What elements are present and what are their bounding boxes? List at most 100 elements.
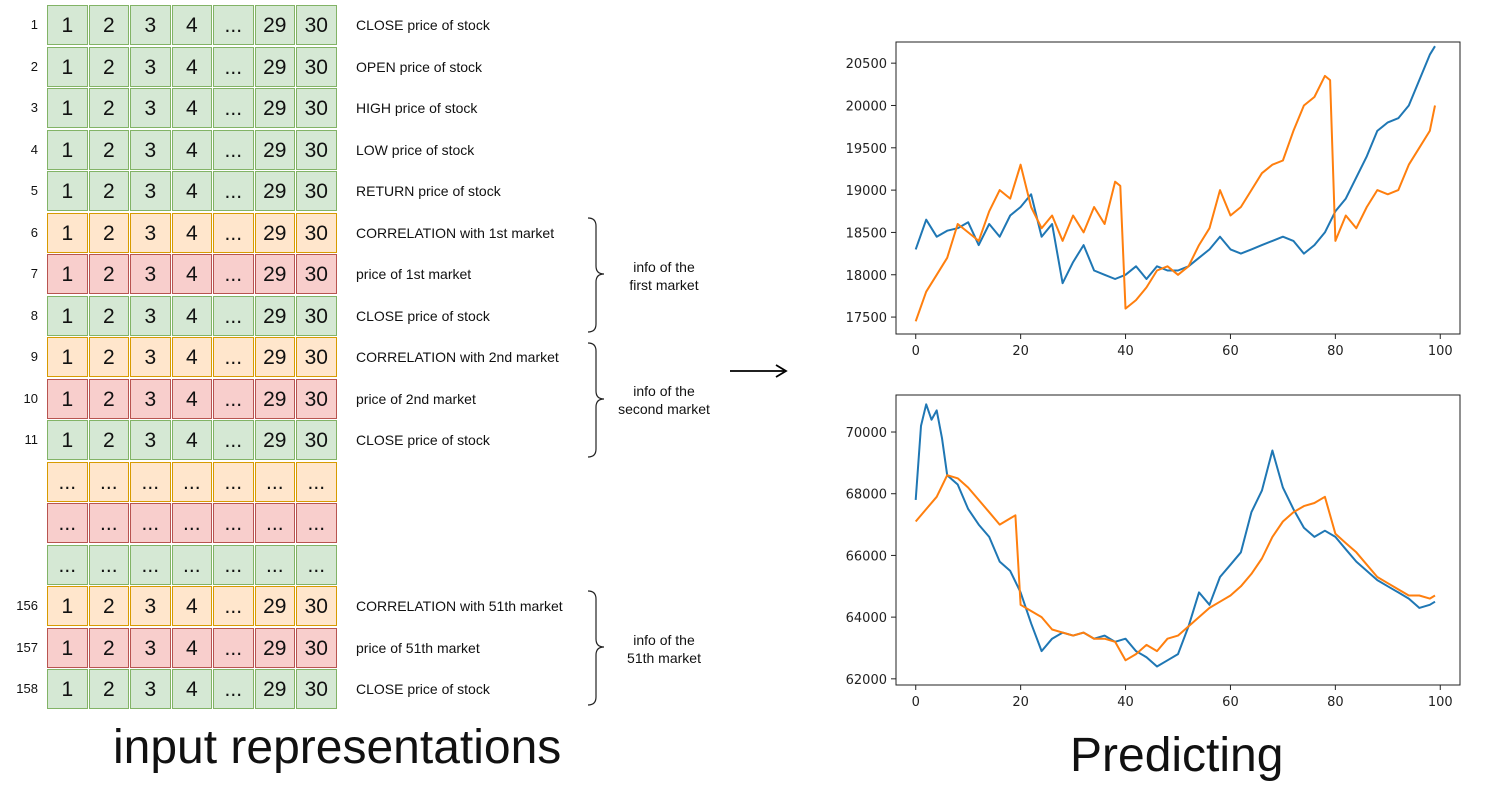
chart-bottom: 0 20 40 60 80 100 62000 64000 66000 68000 70000 [846, 394, 1461, 710]
table-cell: 29 [254, 129, 296, 170]
row-number: 7 [30, 266, 38, 281]
table-cell: 4 [171, 129, 213, 170]
table-cell: ... [213, 171, 254, 211]
table-cell: ... [130, 544, 171, 585]
table-cell: 30 [296, 378, 337, 419]
table-cell: ... [213, 129, 254, 170]
table-row: 1 2 3 4... 29 30 [47, 337, 338, 378]
table-cell: ... [88, 544, 130, 585]
table-row: 1 2 3 4... 29 30 [47, 46, 338, 88]
table-cell: 30 [296, 627, 337, 668]
row-number: 2 [30, 58, 38, 74]
table-cell: ... [296, 503, 337, 543]
y-tick-label: 19500 [846, 142, 887, 157]
x-tick-label: 60 [1222, 344, 1239, 359]
table-cell: 29 [254, 378, 296, 419]
table-cell: ... [171, 544, 213, 585]
group-label-3-line1: info of the [633, 632, 695, 648]
y-tick-label: 18500 [846, 226, 887, 241]
row-label: CLOSE price of stock [356, 17, 490, 33]
chart-top: 0 20 40 60 80 100 17500 18000 18500 19000 19500 200… [846, 41, 1461, 359]
table-cell: ... [213, 378, 254, 419]
row-number: 8 [30, 307, 38, 323]
row-label: OPEN price of stock [356, 58, 483, 75]
table-cell: 3 [130, 378, 171, 419]
series-line-1 [914, 45, 1436, 285]
table-row: ..................... [47, 503, 338, 544]
table-cell: 4 [171, 420, 213, 460]
plot-frame [895, 41, 1461, 335]
table-cell: 1 [47, 337, 88, 377]
x-tick-label: 40 [1117, 344, 1134, 359]
table-cell: 4 [171, 295, 213, 336]
table-cell: 29 [254, 420, 296, 460]
table-cell: ... [254, 544, 296, 585]
row-number: 5 [30, 183, 38, 198]
table-cell: 2 [88, 669, 130, 709]
table-cell: 30 [296, 254, 337, 294]
table-row: 1 2 3 4... 29 30 [47, 420, 338, 461]
table-cell: ... [254, 503, 296, 543]
table-cell: 2 [88, 586, 130, 626]
row-label: price of 51th market [356, 639, 480, 656]
x-tick-label: 0 [912, 695, 920, 710]
y-tick-label: 70000 [846, 426, 887, 441]
table-cell: ... [213, 295, 254, 336]
table-cell: 3 [130, 212, 171, 253]
table-cell: ... [213, 5, 254, 45]
table-cell: 1 [47, 5, 88, 45]
table-cell: 1 [47, 171, 88, 211]
y-tick-label: 20500 [846, 57, 887, 72]
table-row: 1 2 3 4... 29 30 [47, 669, 338, 710]
row-label: LOW price of stock [356, 141, 475, 158]
table-cell: 2 [88, 5, 130, 45]
table-cell: ... [296, 544, 337, 585]
group-label-1-line1: info of the [633, 259, 695, 275]
y-tick-label: 66000 [846, 549, 887, 564]
row-label: RETURN price of stock [356, 183, 501, 199]
table-cell: 4 [171, 669, 213, 709]
table-cell: 2 [88, 295, 130, 336]
row-number: 4 [30, 141, 38, 157]
table-cell: 4 [171, 337, 213, 377]
table-cell: 30 [296, 171, 337, 211]
table-cell: 2 [88, 378, 130, 419]
table-cell: ... [47, 503, 88, 543]
row-number: 11 [24, 432, 39, 447]
series-line-2 [914, 74, 1436, 322]
group-label-1-line2: first market [629, 277, 699, 293]
table-cell: ... [213, 544, 254, 585]
y-tick-label: 68000 [846, 488, 887, 503]
table-row: ..................... [47, 544, 338, 586]
x-tick-label: 80 [1327, 344, 1344, 359]
table-cell: 1 [47, 669, 88, 709]
table-row: 1 2 3 4... 29 30 [47, 586, 338, 627]
x-tick-label: 20 [1012, 695, 1029, 710]
table-cell: 1 [47, 254, 88, 294]
table-cell: 3 [130, 337, 171, 377]
table-cell: ... [130, 503, 171, 543]
table-cell: 3 [130, 129, 171, 170]
row-number: 156 [16, 598, 38, 613]
row-label: price of 2nd market [356, 390, 476, 407]
table-cell: 1 [47, 212, 88, 253]
table-row: 1 2 3 4... 29 30 [47, 627, 338, 669]
table-cell: ... [213, 586, 254, 626]
table-cell: 3 [130, 420, 171, 460]
group-label-1: info of the first market [594, 258, 734, 294]
table-cell: ... [213, 420, 254, 460]
table-cell: ... [88, 461, 130, 502]
table-cell: 29 [254, 46, 296, 87]
table-cell: 30 [296, 88, 337, 128]
group-label-2-line1: info of the [633, 383, 695, 399]
y-tick-label: 20000 [846, 99, 887, 114]
table-cell: 4 [171, 378, 213, 419]
table-cell: ... [213, 88, 254, 128]
table-row: 1 2 3 4... 29 30 [47, 171, 338, 212]
row-label: CLOSE price of stock [356, 681, 490, 697]
row-label: price of 1st market [356, 266, 472, 282]
table-cell: 2 [88, 46, 130, 87]
brace-group-2 [587, 342, 605, 458]
x-tick-label: 80 [1327, 695, 1344, 710]
table-cell: 30 [296, 295, 337, 336]
